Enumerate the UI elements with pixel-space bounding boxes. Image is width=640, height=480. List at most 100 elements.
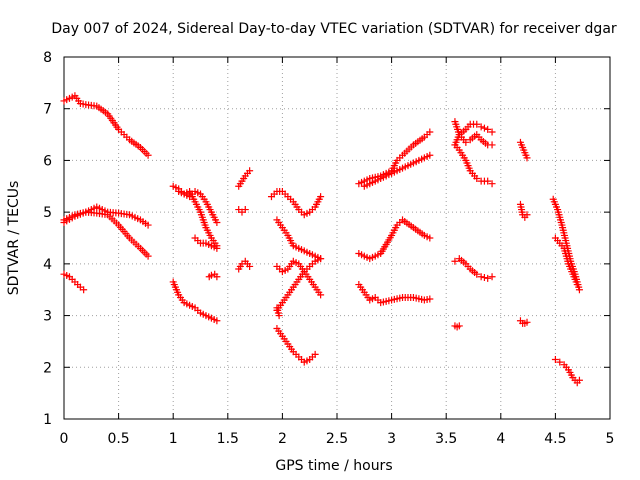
data-point: [488, 128, 496, 136]
data-point: [426, 128, 434, 136]
x-tick-label: 4.5: [544, 431, 566, 447]
series-arc-9: [169, 278, 221, 325]
series-arc-1: [60, 92, 152, 159]
data-point: [246, 262, 254, 270]
series-arc-21: [355, 216, 434, 263]
data-point: [317, 193, 325, 201]
data-point: [144, 252, 152, 260]
x-tick-label: 4: [496, 431, 505, 447]
data-point: [473, 120, 481, 128]
data-point: [213, 244, 221, 252]
data-point: [484, 125, 492, 133]
data-point: [207, 271, 215, 279]
data-point: [480, 124, 488, 132]
y-tick-label: 8: [43, 50, 52, 66]
x-tick-label: 2.5: [326, 431, 348, 447]
data-point: [213, 317, 221, 325]
data-point: [575, 286, 583, 294]
series-arc-4: [60, 270, 88, 294]
y-tick-label: 3: [43, 309, 52, 325]
series-arc-29: [516, 200, 531, 221]
data-point: [455, 322, 463, 330]
data-point: [484, 177, 492, 185]
data-points: [60, 92, 583, 387]
series-arc-18: [273, 304, 283, 320]
x-tick-label: 2: [278, 431, 287, 447]
data-point: [523, 318, 531, 326]
data-point: [213, 273, 221, 281]
series-arc-26: [451, 255, 496, 282]
chart-title: Day 007 of 2024, Sidereal Day-to-day VTE…: [51, 21, 617, 37]
series-arc-17: [273, 325, 319, 366]
data-point: [426, 295, 434, 303]
y-tick-label: 2: [43, 360, 52, 376]
series-arc-30: [516, 317, 531, 327]
data-point: [556, 358, 564, 366]
data-point: [488, 180, 496, 188]
data-point: [523, 211, 531, 219]
x-tick-label: 3.5: [435, 431, 457, 447]
data-point: [317, 291, 325, 299]
series-arc-6: [175, 187, 221, 226]
y-tick-label: 4: [43, 257, 52, 273]
data-point: [241, 206, 249, 214]
data-point: [462, 138, 470, 146]
x-tick-label: 1.5: [217, 431, 239, 447]
series-arc-16: [273, 257, 325, 299]
grid: [64, 57, 610, 419]
data-point: [477, 123, 485, 131]
series-arc-22: [355, 281, 434, 307]
series-arc-31: [549, 195, 583, 294]
series-arc-5: [169, 182, 221, 250]
data-point: [246, 167, 254, 175]
data-point: [144, 221, 152, 229]
series-arc-3: [60, 208, 152, 260]
series-arc-7: [191, 234, 221, 252]
series-arc-10: [235, 167, 254, 190]
data-point: [451, 257, 459, 265]
data-point: [473, 270, 481, 278]
data-point: [488, 273, 496, 281]
data-point: [480, 274, 488, 282]
y-tick-label: 6: [43, 153, 52, 169]
data-point: [573, 281, 581, 289]
data-point: [144, 151, 152, 159]
data-point: [275, 312, 283, 320]
data-point: [477, 273, 485, 281]
series-arc-20: [360, 151, 434, 190]
series-arc-27: [451, 322, 463, 331]
data-point: [213, 218, 221, 226]
data-point: [488, 141, 496, 149]
series-arc-8: [205, 270, 221, 281]
series-arc-11: [235, 206, 249, 216]
data-point: [484, 274, 492, 282]
series-arc-33: [551, 356, 583, 387]
x-axis-ticks: 0 0.5 1 1.5 2 2.5 3 3.5 4 4.5 5: [60, 57, 615, 447]
series-arc-32: [551, 234, 581, 289]
data-point: [551, 356, 559, 364]
series-arc-23: [451, 120, 496, 149]
series-arc-24: [451, 118, 496, 149]
x-axis-title: GPS time / hours: [275, 458, 392, 474]
y-axis-ticks: 1 2 3 4 5 6 7 8: [43, 50, 610, 428]
x-tick-label: 5: [606, 431, 615, 447]
data-point: [80, 286, 88, 294]
y-tick-label: 5: [43, 205, 52, 221]
x-tick-label: 0.5: [107, 431, 129, 447]
y-tick-label: 7: [43, 102, 52, 118]
data-point: [523, 154, 531, 162]
y-tick-label: 1: [43, 412, 52, 428]
data-point: [317, 255, 325, 263]
x-tick-label: 1: [169, 431, 178, 447]
series-arc-25: [451, 141, 496, 188]
data-point: [311, 350, 319, 358]
data-point: [426, 151, 434, 159]
data-point: [426, 234, 434, 242]
x-tick-label: 0: [60, 431, 69, 447]
series-arc-14: [273, 216, 325, 263]
x-tick-label: 3: [387, 431, 396, 447]
y-axis-title: SDTVAR / TECUs: [6, 181, 22, 296]
series-arc-28: [516, 138, 531, 162]
series-arc-12: [235, 257, 254, 273]
